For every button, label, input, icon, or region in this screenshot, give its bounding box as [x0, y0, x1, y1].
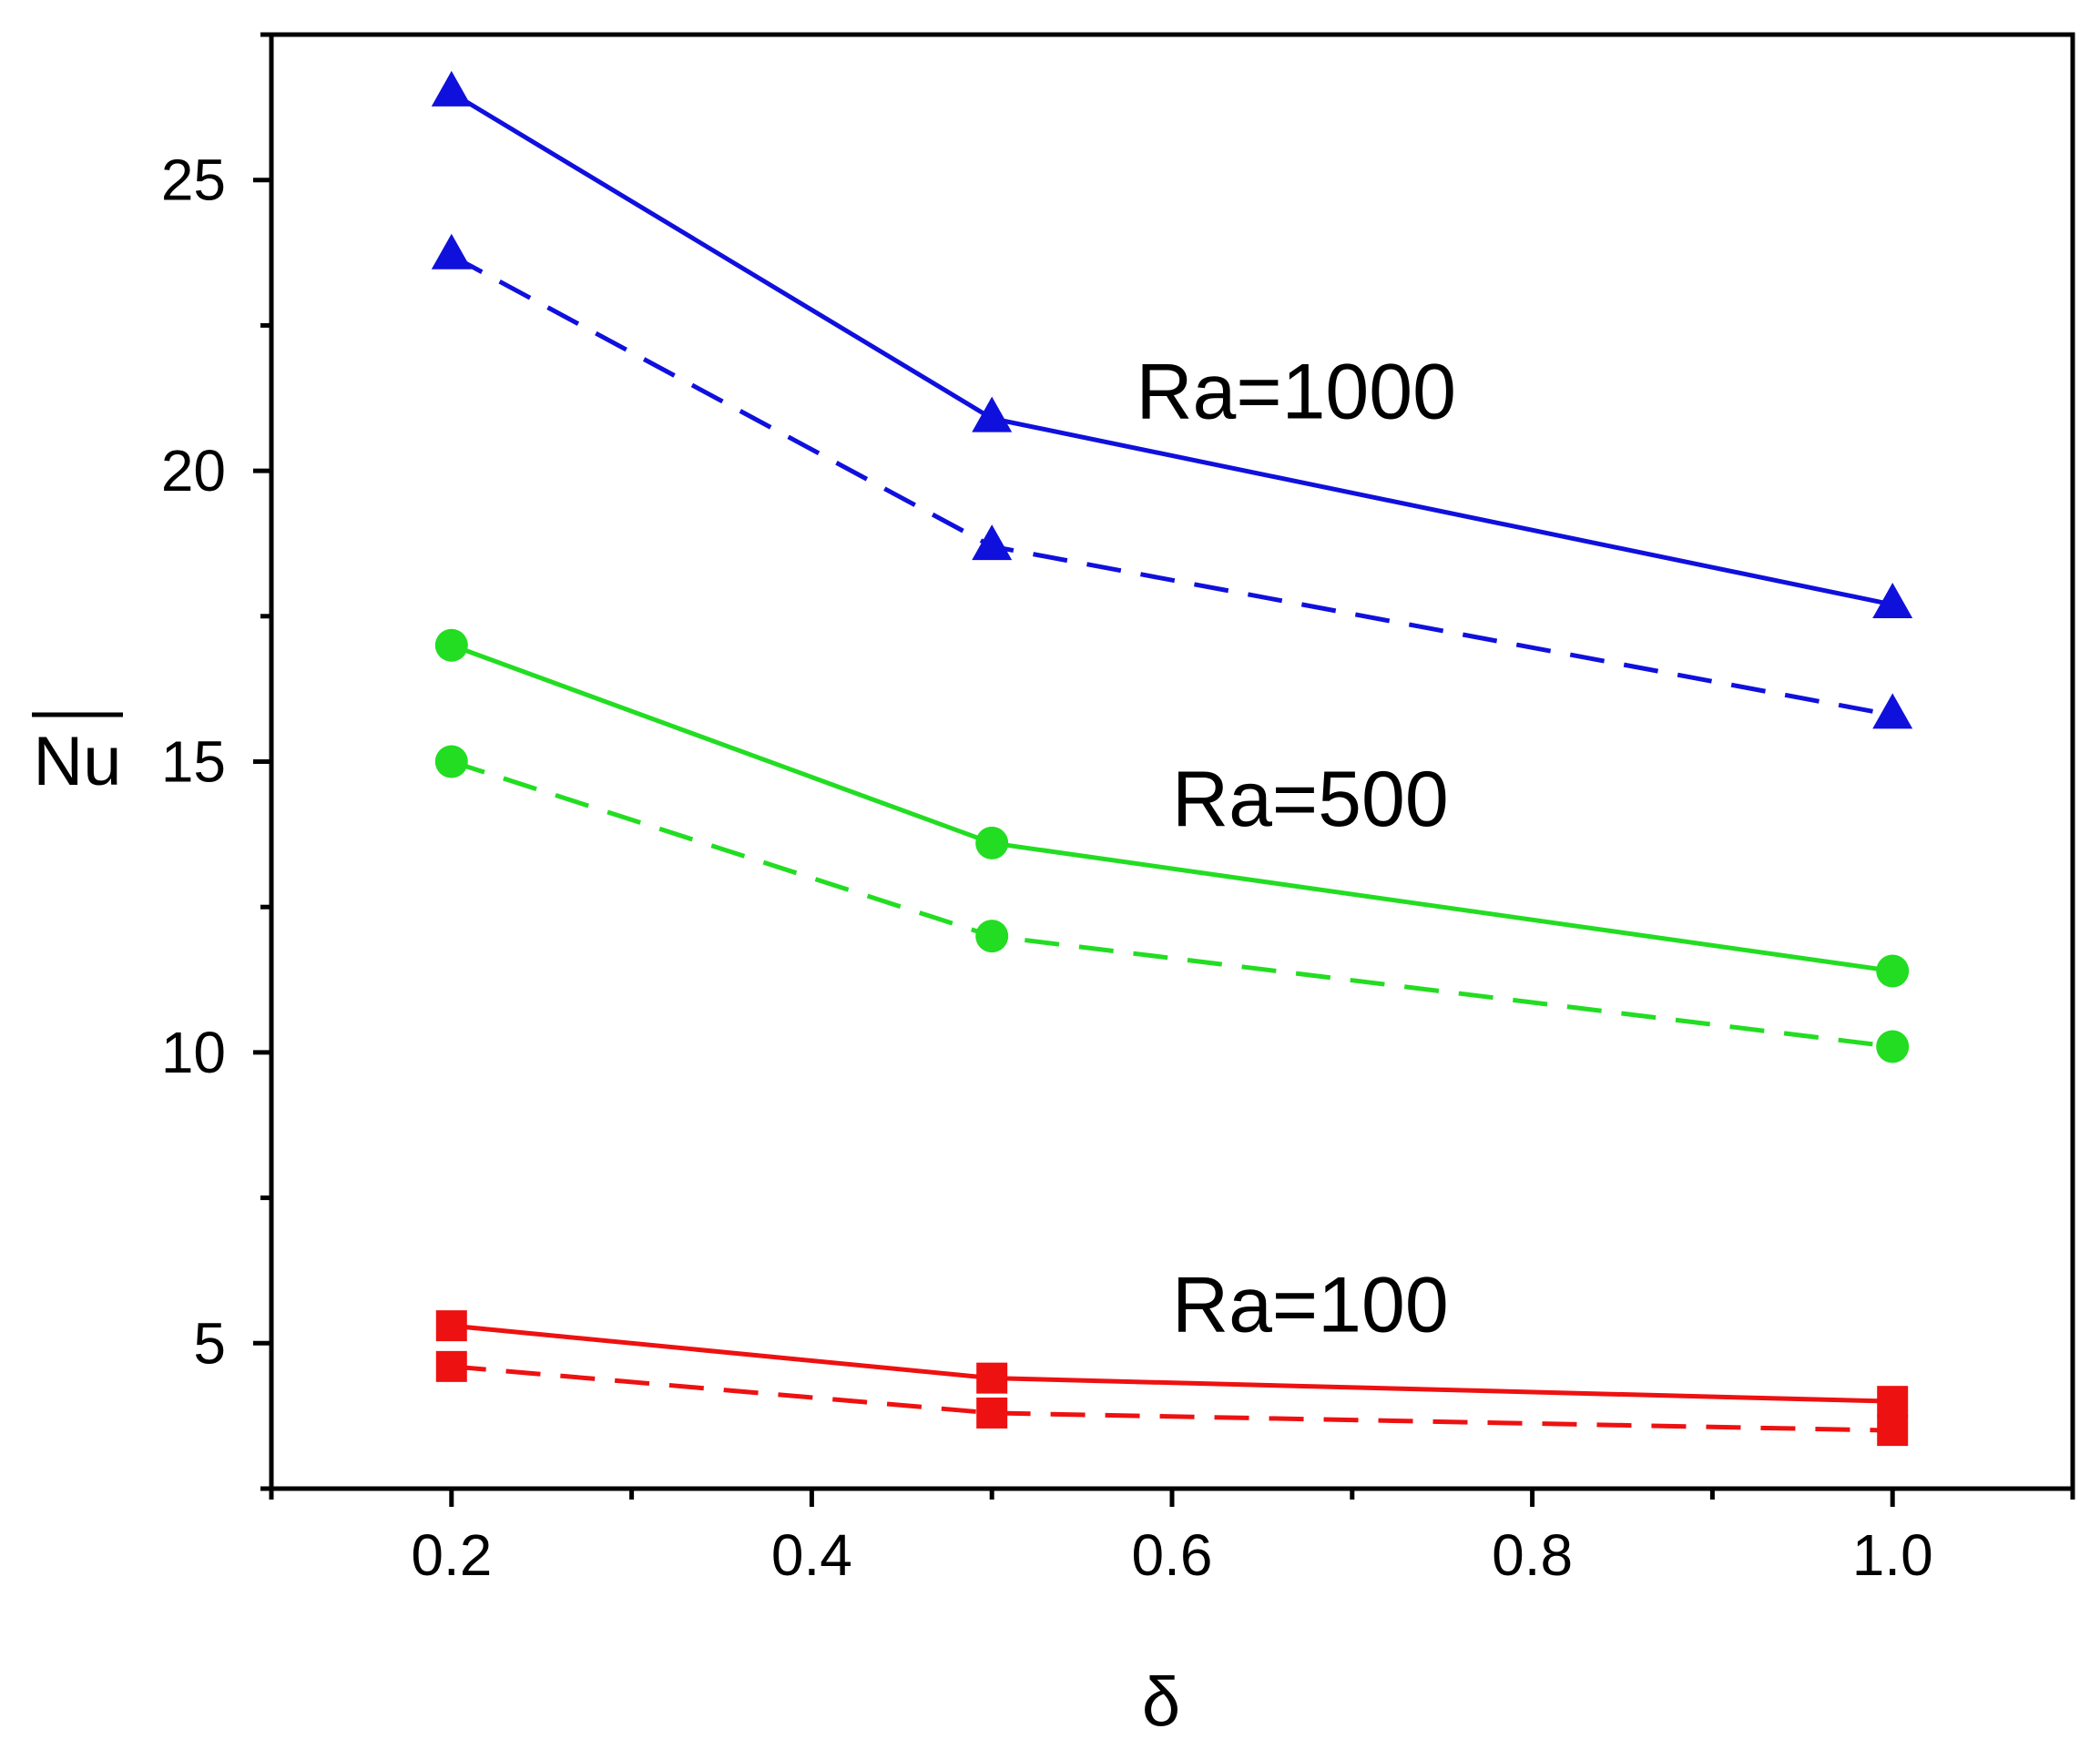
- data-point-square: [435, 1350, 467, 1382]
- data-point-circle: [975, 826, 1009, 859]
- data-point-triangle: [431, 70, 472, 107]
- data-point-square: [1877, 1415, 1909, 1447]
- data-point-circle: [975, 920, 1009, 953]
- data-point-square: [976, 1397, 1008, 1429]
- data-point-square: [976, 1362, 1008, 1394]
- y-tick-label: 5: [193, 1310, 226, 1376]
- series-2: [431, 233, 1913, 729]
- y-tick-label: 20: [161, 438, 226, 503]
- y-tick-label: 15: [161, 729, 226, 795]
- data-point-square: [1877, 1386, 1909, 1418]
- data-point-circle: [1876, 1030, 1910, 1063]
- x-tick-label: 0.4: [771, 1522, 852, 1588]
- data-point-triangle: [1872, 583, 1913, 619]
- series-line: [451, 1364, 1893, 1433]
- x-axis-ticks: 0.2 0.4 0.6 0.8 1.0: [269, 1489, 2075, 1588]
- y-axis-ticks: 5 10 15 20 25: [161, 32, 271, 1491]
- x-tick-label: 1.0: [1852, 1522, 1933, 1588]
- series-5: [435, 1310, 1909, 1418]
- series-1: [431, 70, 1913, 619]
- x-tick-label: 0.8: [1492, 1522, 1573, 1588]
- data-point-triangle: [972, 396, 1013, 432]
- annotations: Ra=1000 Ra=500 Ra=100: [1136, 349, 1455, 1349]
- series-6: [435, 1350, 1909, 1447]
- data-point-triangle: [1872, 693, 1913, 729]
- data-point-triangle: [431, 233, 472, 269]
- y-tick-label: 25: [161, 147, 226, 213]
- series-3: [434, 628, 1910, 988]
- y-axis-label: Nu: [33, 723, 121, 800]
- series-annotation: Ra=100: [1172, 1262, 1449, 1349]
- x-tick-label: 0.6: [1132, 1522, 1213, 1588]
- y-axis-title: Nu: [32, 712, 123, 800]
- series-annotation: Ra=1000: [1136, 349, 1455, 436]
- x-tick-label: 0.2: [411, 1522, 492, 1588]
- data-point-circle: [434, 745, 468, 778]
- data-point-circle: [434, 628, 468, 662]
- y-tick-label: 10: [161, 1020, 226, 1085]
- series-line: [450, 253, 1893, 717]
- series-annotation: Ra=500: [1172, 756, 1449, 843]
- x-axis-label: δ: [1142, 1663, 1180, 1739]
- data-point-square: [435, 1310, 467, 1342]
- series-layer: [431, 70, 1913, 1447]
- data-point-triangle: [972, 524, 1013, 561]
- series-4: [434, 745, 1910, 1063]
- data-point-circle: [1876, 954, 1910, 988]
- x-axis-title: δ: [1142, 1663, 1180, 1739]
